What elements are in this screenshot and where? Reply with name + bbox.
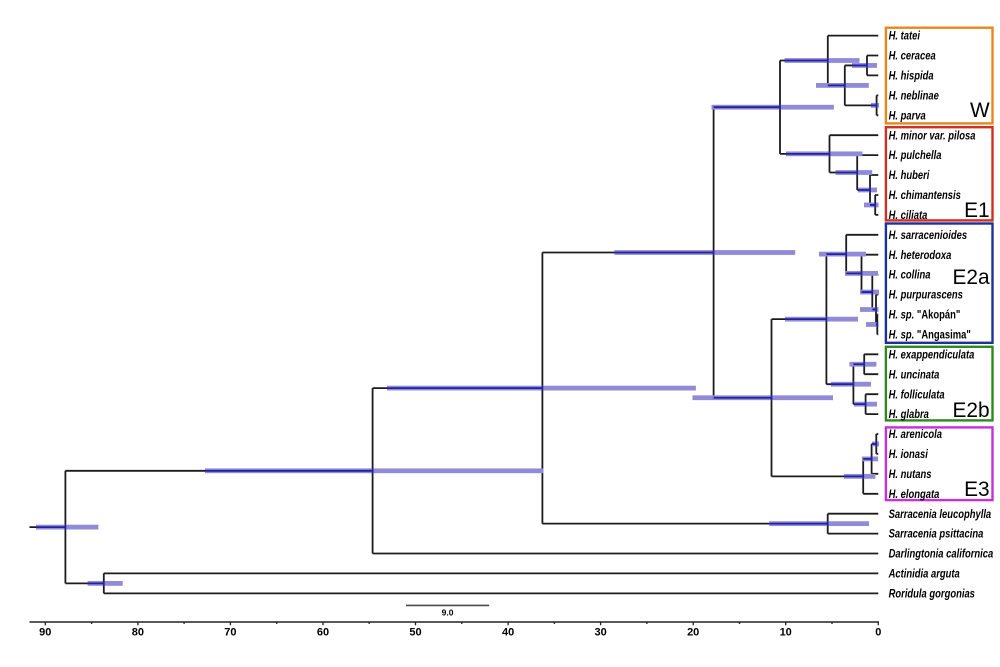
svg-text:20: 20 [687,627,699,639]
svg-text:H. elongata: H. elongata [889,488,940,501]
svg-text:H. collina: H. collina [889,269,931,282]
svg-text:10: 10 [780,627,792,639]
svg-text:H. sp. "Angasima": H. sp. "Angasima" [889,329,971,342]
svg-text:H. heterodoxa: H. heterodoxa [889,249,952,262]
svg-text:H. pulchella: H. pulchella [889,149,942,162]
svg-text:90: 90 [39,627,51,639]
svg-text:H. tatei: H. tatei [889,30,921,43]
svg-text:H. purpurascens: H. purpurascens [889,289,963,302]
svg-text:H. huberi: H. huberi [889,169,931,182]
svg-text:H. hispida: H. hispida [889,70,934,83]
svg-text:H. glabra: H. glabra [889,408,929,421]
svg-text:H. ciliata: H. ciliata [889,209,928,222]
svg-text:H. parva: H. parva [889,110,926,123]
svg-text:0: 0 [875,627,881,639]
svg-text:9.0: 9.0 [442,608,454,618]
svg-text:Sarracenia leucophylla: Sarracenia leucophylla [889,508,992,521]
svg-text:E3: E3 [964,478,989,501]
svg-text:40: 40 [502,627,514,639]
svg-text:E2a: E2a [953,266,990,289]
svg-text:H. uncinata: H. uncinata [889,368,940,381]
svg-text:H. sp. "Akopán": H. sp. "Akopán" [889,309,961,322]
svg-text:30: 30 [594,627,606,639]
svg-text:Darlingtonia californica: Darlingtonia californica [889,548,994,561]
svg-text:70: 70 [224,627,236,639]
svg-text:H. arenicola: H. arenicola [889,428,943,441]
svg-text:H. exappendiculata: H. exappendiculata [889,349,975,362]
svg-text:80: 80 [132,627,144,639]
svg-text:H. ionasi: H. ionasi [889,448,929,461]
svg-text:H. neblinae: H. neblinae [889,90,939,103]
svg-text:50: 50 [409,627,421,639]
svg-text:H. folliculata: H. folliculata [889,388,945,401]
svg-text:Sarracenia psittacina: Sarracenia psittacina [889,528,984,541]
svg-text:E1: E1 [964,199,989,222]
svg-text:E2b: E2b [953,399,990,422]
svg-text:60: 60 [317,627,329,639]
svg-text:H. ceracea: H. ceracea [889,50,936,63]
svg-text:H. minor var. pilosa: H. minor var. pilosa [889,129,976,142]
svg-text:Actinidia arguta: Actinidia arguta [888,568,960,581]
svg-text:H. chimantensis: H. chimantensis [889,189,961,202]
svg-text:H. sarracenioides: H. sarracenioides [889,229,968,242]
svg-text:H. nutans: H. nutans [889,468,932,481]
svg-text:W: W [970,99,990,122]
svg-text:Roridula gorgonias: Roridula gorgonias [889,588,975,601]
